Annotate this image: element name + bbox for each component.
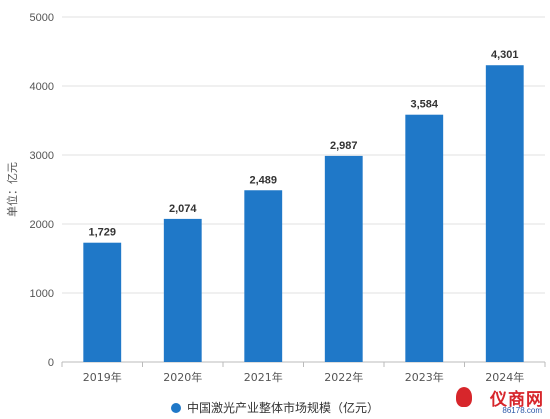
data-label: 2,489: [249, 174, 277, 186]
bar: [405, 114, 444, 362]
x-tick-label: 2023年: [405, 370, 444, 384]
bars: [83, 65, 524, 362]
x-tick-label: 2021年: [244, 370, 283, 384]
x-tick-label: 2019年: [83, 370, 122, 384]
data-label: 3,584: [410, 99, 438, 111]
y-tick-label: 1000: [30, 288, 54, 300]
y-tick-label: 5000: [30, 12, 54, 24]
x-axis-ticks: 2019年 2020年 2021年 2022年 2023年 2024年: [61, 362, 546, 384]
y-axis-ticks: 0 1000 2000 3000 4000 5000: [30, 12, 54, 369]
y-axis-label: 单位：亿元: [5, 162, 19, 217]
logo-text: 仪商网: [490, 390, 544, 410]
y-tick-label: 4000: [30, 81, 54, 93]
data-labels: 1,729 2,074 2,489 2,987 3,584 4,301: [88, 49, 518, 238]
x-tick-label: 2022年: [324, 370, 363, 384]
x-tick-label: 2020年: [163, 370, 202, 384]
logo-domain: 86178.com: [502, 406, 542, 415]
bar-chart: 0 1000 2000 3000 4000 5000 1,729 2,074 2,489 2,9…: [5, 12, 546, 384]
legend-marker: [170, 403, 181, 413]
bar: [244, 190, 283, 362]
data-label: 2,074: [169, 203, 197, 215]
y-tick-label: 2000: [30, 219, 54, 231]
bar: [83, 242, 122, 362]
bar: [485, 65, 524, 362]
site-logo: 仪商网 86178.com: [454, 385, 546, 417]
data-label: 1,729: [88, 227, 116, 239]
gridlines: [62, 16, 545, 363]
y-tick-label: 0: [48, 357, 54, 369]
legend[interactable]: 中国激光产业整体市场规模（亿元）: [0, 399, 550, 416]
legend-label: 中国激光产业整体市场规模（亿元）: [186, 401, 379, 415]
data-label: 2,987: [330, 140, 358, 152]
y-tick-label: 3000: [30, 150, 54, 162]
bar: [324, 155, 363, 362]
logo-mark-icon: [456, 387, 472, 407]
x-tick-label: 2024年: [485, 370, 524, 384]
bar: [163, 218, 202, 362]
data-label: 4,301: [491, 49, 519, 61]
